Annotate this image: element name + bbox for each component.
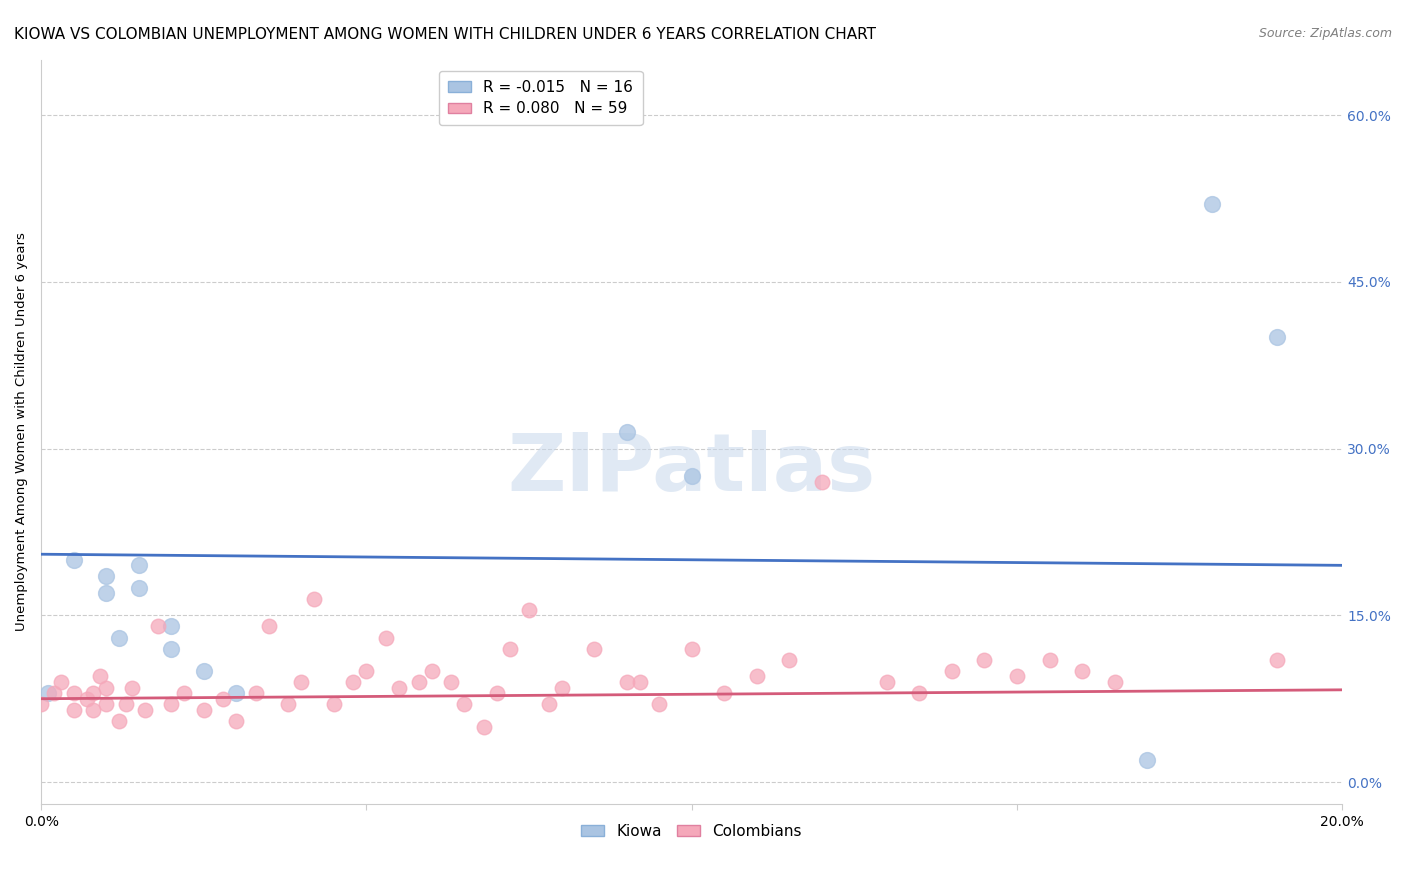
- Point: [420, 664, 443, 678]
- Point: [583, 641, 606, 656]
- Point: [1005, 669, 1028, 683]
- Point: [876, 675, 898, 690]
- Point: [941, 664, 963, 678]
- Point: [290, 675, 312, 690]
- Point: [375, 631, 398, 645]
- Y-axis label: Unemployment Among Women with Children Under 6 years: Unemployment Among Women with Children U…: [15, 233, 28, 632]
- Point: [225, 686, 247, 700]
- Point: [681, 641, 703, 656]
- Point: [388, 681, 411, 695]
- Point: [1104, 675, 1126, 690]
- Point: [160, 619, 183, 633]
- Point: [1265, 330, 1288, 344]
- Point: [96, 586, 118, 600]
- Point: [485, 686, 508, 700]
- Point: [128, 581, 150, 595]
- Text: ZIPatlas: ZIPatlas: [508, 430, 876, 508]
- Point: [277, 698, 299, 712]
- Point: [96, 681, 118, 695]
- Point: [550, 681, 572, 695]
- Point: [108, 714, 131, 728]
- Point: [342, 675, 364, 690]
- Point: [193, 703, 215, 717]
- Point: [1136, 753, 1159, 767]
- Point: [96, 569, 118, 583]
- Point: [62, 703, 84, 717]
- Point: [745, 669, 768, 683]
- Point: [778, 653, 800, 667]
- Point: [30, 698, 52, 712]
- Point: [304, 591, 326, 606]
- Point: [37, 686, 59, 700]
- Point: [134, 703, 156, 717]
- Point: [628, 675, 651, 690]
- Point: [908, 686, 931, 700]
- Point: [212, 691, 235, 706]
- Point: [82, 703, 104, 717]
- Point: [257, 619, 280, 633]
- Point: [245, 686, 267, 700]
- Point: [148, 619, 170, 633]
- Text: Source: ZipAtlas.com: Source: ZipAtlas.com: [1258, 27, 1392, 40]
- Point: [96, 698, 118, 712]
- Point: [160, 641, 183, 656]
- Point: [108, 631, 131, 645]
- Point: [973, 653, 995, 667]
- Point: [49, 675, 72, 690]
- Point: [616, 425, 638, 439]
- Point: [193, 664, 215, 678]
- Point: [811, 475, 834, 489]
- Point: [1201, 197, 1223, 211]
- Point: [472, 719, 495, 733]
- Point: [440, 675, 463, 690]
- Point: [121, 681, 143, 695]
- Point: [356, 664, 378, 678]
- Point: [648, 698, 671, 712]
- Point: [44, 686, 66, 700]
- Point: [62, 686, 84, 700]
- Point: [323, 698, 346, 712]
- Point: [62, 553, 84, 567]
- Point: [681, 469, 703, 483]
- Point: [1038, 653, 1060, 667]
- Point: [82, 686, 104, 700]
- Point: [225, 714, 247, 728]
- Point: [89, 669, 111, 683]
- Point: [408, 675, 430, 690]
- Text: KIOWA VS COLOMBIAN UNEMPLOYMENT AMONG WOMEN WITH CHILDREN UNDER 6 YEARS CORRELAT: KIOWA VS COLOMBIAN UNEMPLOYMENT AMONG WO…: [14, 27, 876, 42]
- Point: [616, 675, 638, 690]
- Point: [173, 686, 195, 700]
- Point: [128, 558, 150, 573]
- Point: [1071, 664, 1094, 678]
- Point: [537, 698, 560, 712]
- Legend: Kiowa, Colombians: Kiowa, Colombians: [575, 818, 808, 845]
- Point: [114, 698, 136, 712]
- Point: [517, 603, 540, 617]
- Point: [160, 698, 183, 712]
- Point: [713, 686, 735, 700]
- Point: [498, 641, 520, 656]
- Point: [453, 698, 475, 712]
- Point: [76, 691, 98, 706]
- Point: [1265, 653, 1288, 667]
